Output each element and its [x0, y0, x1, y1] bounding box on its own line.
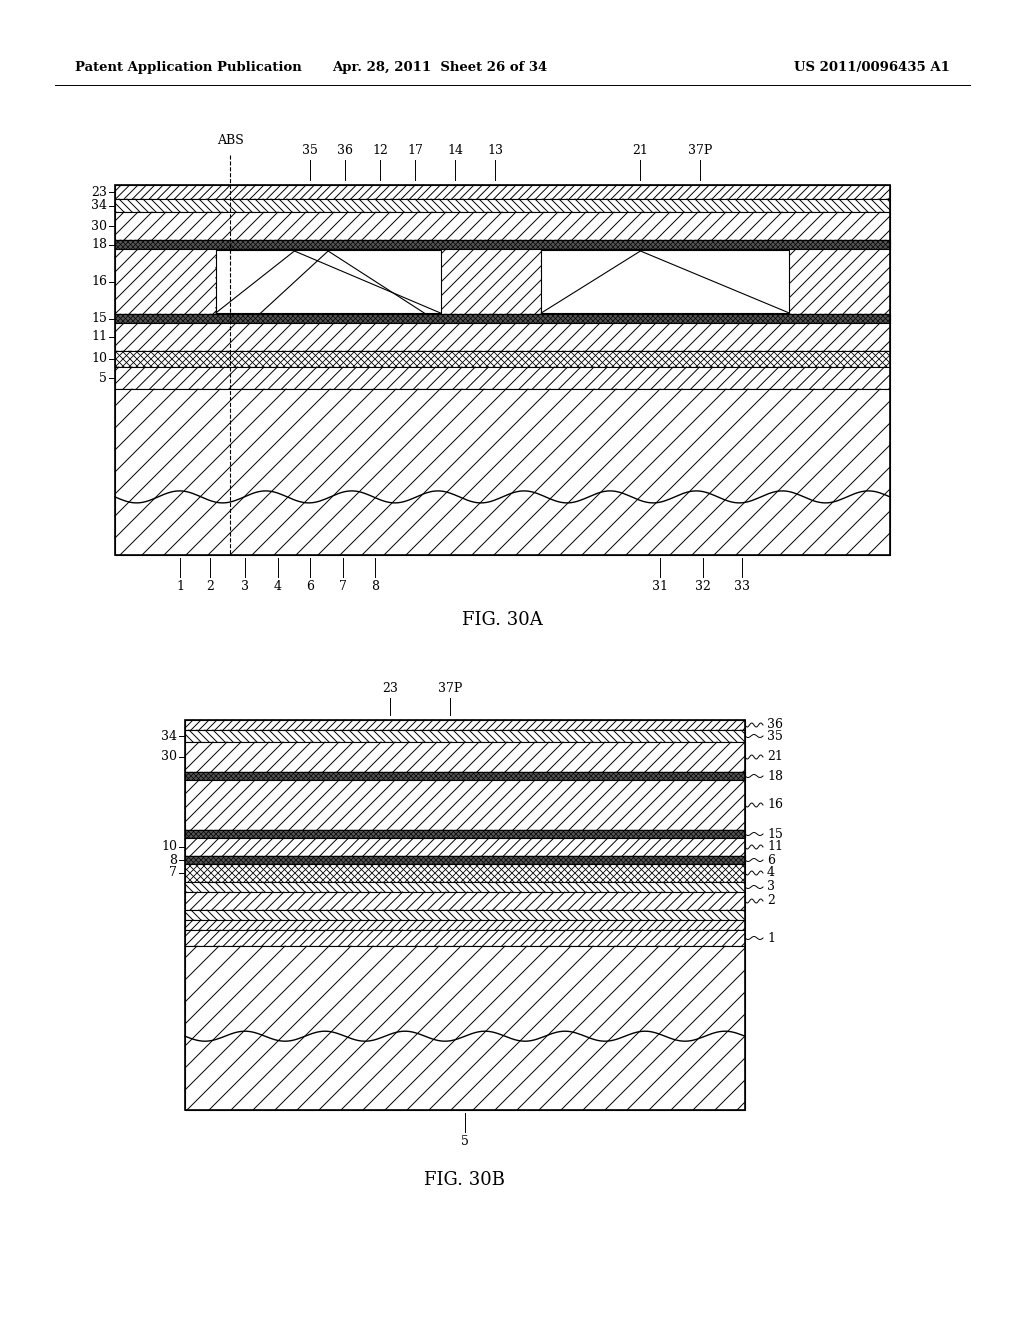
Bar	[185, 865, 745, 882]
Text: 3: 3	[767, 880, 775, 894]
Text: 34: 34	[161, 730, 177, 742]
Bar	[185, 719, 745, 1110]
Bar	[185, 892, 745, 909]
Bar	[115, 185, 890, 199]
Text: 31: 31	[652, 579, 668, 593]
Bar	[185, 855, 745, 865]
Bar	[115, 240, 890, 249]
Text: 37P: 37P	[438, 682, 462, 696]
Text: Apr. 28, 2011  Sheet 26 of 34: Apr. 28, 2011 Sheet 26 of 34	[333, 62, 548, 74]
Bar	[185, 855, 745, 865]
Bar	[115, 199, 890, 213]
Text: ABS: ABS	[217, 135, 244, 147]
Bar	[115, 213, 890, 240]
Text: 6: 6	[767, 854, 775, 866]
Bar	[115, 185, 890, 554]
Text: 30: 30	[91, 219, 106, 232]
Text: 23: 23	[382, 682, 398, 696]
Bar	[185, 772, 745, 780]
Text: 8: 8	[169, 854, 177, 866]
Bar	[185, 830, 745, 838]
Bar	[185, 882, 745, 892]
Text: 36: 36	[337, 144, 353, 157]
Text: 21: 21	[767, 751, 783, 763]
Text: 35: 35	[767, 730, 783, 742]
Bar	[185, 920, 745, 931]
Bar	[185, 830, 745, 838]
Text: 13: 13	[487, 144, 503, 157]
Bar	[115, 367, 890, 389]
Bar	[185, 742, 745, 772]
Text: 5: 5	[99, 371, 106, 384]
Text: 7: 7	[169, 866, 177, 879]
Text: 7: 7	[339, 579, 347, 593]
Bar	[185, 931, 745, 946]
Bar	[185, 772, 745, 780]
Bar	[542, 249, 790, 313]
Text: 1: 1	[176, 579, 184, 593]
Text: 3: 3	[241, 579, 249, 593]
Text: 16: 16	[91, 275, 106, 288]
Text: 18: 18	[91, 238, 106, 251]
Text: 17: 17	[408, 144, 423, 157]
Bar	[115, 249, 890, 314]
Text: 12: 12	[372, 144, 388, 157]
Bar	[185, 780, 745, 830]
Text: 15: 15	[767, 828, 783, 841]
Text: 6: 6	[306, 579, 314, 593]
Text: 15: 15	[91, 312, 106, 325]
Bar	[185, 909, 745, 920]
Text: 11: 11	[767, 841, 783, 854]
Bar	[115, 389, 890, 554]
Text: 21: 21	[632, 144, 648, 157]
Bar	[185, 730, 745, 742]
Bar	[115, 314, 890, 323]
Bar	[115, 240, 890, 249]
Text: FIG. 30A: FIG. 30A	[462, 611, 543, 630]
Bar	[115, 314, 890, 323]
Text: 10: 10	[161, 841, 177, 854]
Text: 33: 33	[734, 579, 750, 593]
Text: Patent Application Publication: Patent Application Publication	[75, 62, 302, 74]
Text: 36: 36	[767, 718, 783, 731]
Bar	[185, 838, 745, 855]
Text: 18: 18	[767, 770, 783, 783]
Text: US 2011/0096435 A1: US 2011/0096435 A1	[795, 62, 950, 74]
Text: 2: 2	[767, 895, 775, 908]
Text: 14: 14	[447, 144, 463, 157]
Text: 4: 4	[767, 866, 775, 879]
Text: 23: 23	[91, 186, 106, 198]
Text: 2: 2	[206, 579, 214, 593]
Bar	[216, 249, 440, 313]
Text: 32: 32	[695, 579, 711, 593]
Text: 16: 16	[767, 799, 783, 812]
Text: 34: 34	[91, 199, 106, 213]
Bar	[185, 719, 745, 730]
Text: 10: 10	[91, 352, 106, 366]
Text: 5: 5	[461, 1135, 469, 1148]
Text: 8: 8	[371, 579, 379, 593]
Bar	[185, 946, 745, 1110]
Text: 11: 11	[91, 330, 106, 343]
Text: 4: 4	[274, 579, 282, 593]
Text: FIG. 30B: FIG. 30B	[425, 1171, 506, 1189]
Bar	[115, 323, 890, 351]
Bar	[115, 351, 890, 367]
Text: 1: 1	[767, 932, 775, 945]
Text: 35: 35	[302, 144, 317, 157]
Text: 30: 30	[161, 751, 177, 763]
Text: 37P: 37P	[688, 144, 712, 157]
